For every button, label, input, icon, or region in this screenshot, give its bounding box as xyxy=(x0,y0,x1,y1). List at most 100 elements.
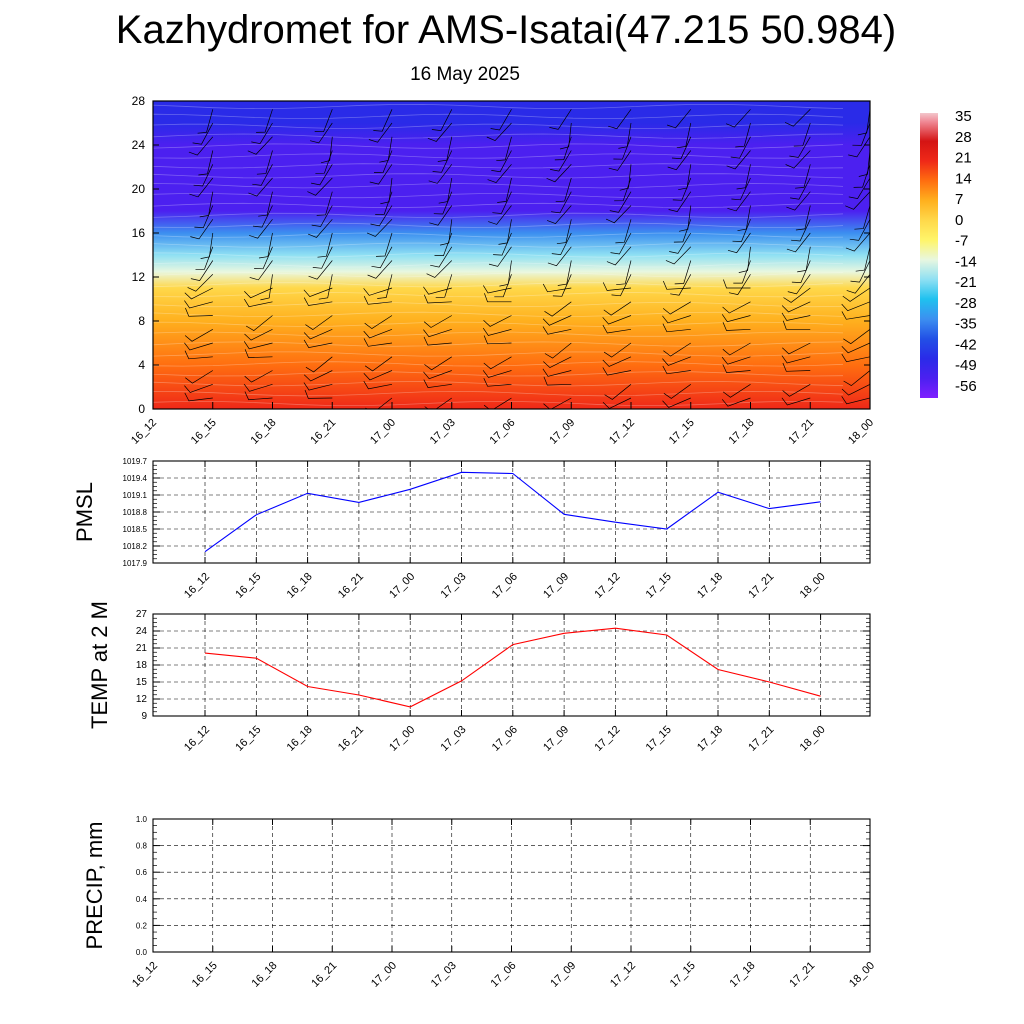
wind-barb xyxy=(369,164,393,185)
temperature-field xyxy=(153,101,870,409)
contour-line xyxy=(153,242,844,248)
contour-line xyxy=(153,390,844,397)
wind-barb xyxy=(483,285,512,294)
wind-barb xyxy=(153,384,154,385)
contour-line xyxy=(153,113,844,120)
y-tick-label: 0.2 xyxy=(136,921,148,930)
y-tick-label: 12 xyxy=(132,270,146,284)
contour-line xyxy=(153,252,844,258)
x-tick-label: 17_06 xyxy=(489,960,519,990)
x-tick-label: 17_12 xyxy=(592,724,622,754)
x-tick-label: 17_21 xyxy=(787,960,817,990)
wind-barb xyxy=(722,342,751,356)
x-tick-label: 18_00 xyxy=(847,960,877,990)
contour-line xyxy=(153,202,844,209)
wind-barb xyxy=(248,177,273,197)
wind-barb xyxy=(619,164,632,191)
wind-barb xyxy=(379,136,393,163)
wind-barb xyxy=(608,109,632,130)
wind-barb xyxy=(542,326,572,335)
wind-barb xyxy=(190,219,214,240)
x-tick-label: 16_18 xyxy=(250,960,280,990)
wind-barb xyxy=(260,274,273,301)
wind-barb xyxy=(618,122,632,149)
wind-barb xyxy=(363,380,393,390)
wind-barb xyxy=(308,260,333,280)
wind-barb xyxy=(153,301,154,303)
wind-barb xyxy=(663,342,691,357)
wind-barb xyxy=(787,274,811,295)
contour-line xyxy=(153,401,844,406)
wind-barb xyxy=(432,150,453,173)
wind-barb xyxy=(377,274,393,299)
wind-barb xyxy=(311,205,333,227)
wind-barb xyxy=(546,164,572,183)
wind-barb xyxy=(427,122,453,142)
wind-barb xyxy=(153,150,154,153)
x-tick-label: 17_00 xyxy=(368,417,398,447)
contour-line xyxy=(153,262,844,268)
x-tick-label: 18_00 xyxy=(846,417,876,447)
series-line xyxy=(204,627,821,708)
wind-barb xyxy=(676,122,692,149)
wind-barb xyxy=(552,274,572,297)
wind-barb xyxy=(303,297,333,306)
wind-barb xyxy=(424,397,453,409)
wind-barb xyxy=(737,205,751,232)
wind-barb xyxy=(197,109,214,134)
wind-barb xyxy=(153,109,154,111)
wind-barb xyxy=(184,392,213,402)
wind-barb xyxy=(679,205,692,232)
wind-barb xyxy=(678,164,692,191)
wind-barb xyxy=(544,301,572,317)
wind-barb xyxy=(662,356,691,366)
wind-barb xyxy=(423,315,452,328)
wind-barb xyxy=(499,260,512,287)
wind-barb xyxy=(492,191,512,214)
wind-barb xyxy=(672,177,692,201)
wind-barb xyxy=(782,320,811,330)
wind-barb xyxy=(363,287,393,296)
wind-barb xyxy=(370,205,393,227)
colorbar-label: 35 xyxy=(955,108,972,125)
wind-barb xyxy=(790,177,811,200)
y-tick-label: 1018.5 xyxy=(123,525,148,534)
wind-barb xyxy=(610,232,632,255)
wind-barb xyxy=(375,232,393,257)
wind-barb xyxy=(199,191,214,218)
wind-barb xyxy=(722,301,751,314)
wind-barb xyxy=(493,232,512,256)
x-tick-label: 16_15 xyxy=(189,417,219,447)
wind-barb xyxy=(542,368,572,377)
wind-barb xyxy=(304,389,333,399)
wind-barb xyxy=(722,364,751,373)
wind-barb xyxy=(488,205,512,225)
wind-barb xyxy=(438,177,453,204)
wind-barb xyxy=(487,164,512,184)
wind-barb xyxy=(841,353,870,363)
x-tick-label: 17_12 xyxy=(608,960,638,990)
y-axis-label: TEMP at 2 M xyxy=(87,601,112,729)
x-tick-label: 17_15 xyxy=(667,417,697,447)
wind-barb xyxy=(848,136,870,158)
wind-barb xyxy=(363,296,393,305)
wind-barb xyxy=(722,322,751,331)
wind-barb xyxy=(496,136,512,162)
wind-barb xyxy=(850,260,870,283)
wind-barb xyxy=(782,362,811,372)
wind-barb xyxy=(366,219,393,237)
wind-barb xyxy=(423,370,452,380)
contour-line xyxy=(153,272,844,278)
contour-line xyxy=(153,183,844,189)
wind-barb xyxy=(184,383,213,393)
wind-barb xyxy=(604,384,632,400)
y-tick-label: 0 xyxy=(138,402,145,416)
wind-barb xyxy=(363,328,393,339)
wind-barb xyxy=(482,327,512,336)
wind-barb xyxy=(437,136,453,162)
wind-barb xyxy=(153,246,154,248)
contour-line xyxy=(153,123,844,129)
wind-barb xyxy=(841,301,870,312)
wind-barb xyxy=(782,342,811,355)
